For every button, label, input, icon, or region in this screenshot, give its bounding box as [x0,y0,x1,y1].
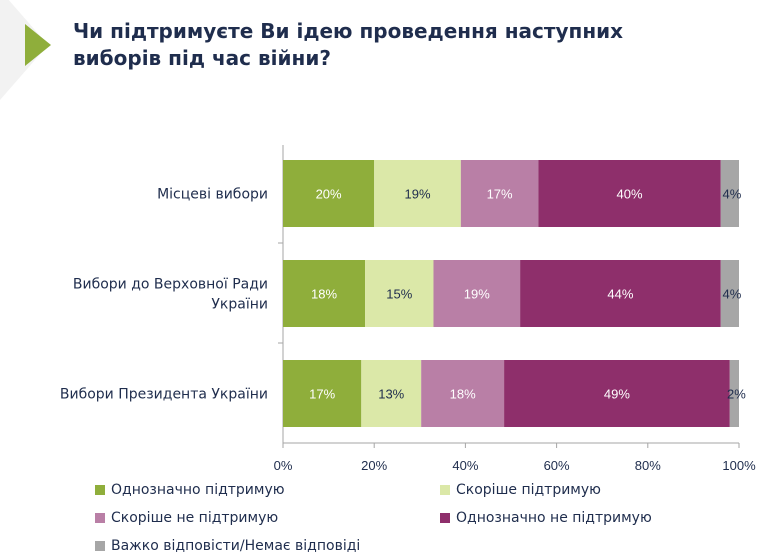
data-label: 2% [727,387,746,402]
legend-item: Однозначно підтримую [95,482,285,498]
bar-segment [283,360,362,427]
x-tick-label: 40% [452,458,478,473]
chart-title: Чи підтримуєте Ви ідею проведення наступ… [73,19,624,70]
legend-label: Однозначно не підтримую [456,510,652,526]
bar-segment [374,160,461,227]
bar-segment [520,260,721,327]
data-label: 49% [604,387,630,402]
data-label: 44% [607,287,633,302]
bar-segment [433,260,521,327]
legend-swatch [95,485,105,495]
bar-segment [504,360,730,427]
legend-label: Скоріше підтримую [456,482,601,498]
x-tick-label: 100% [722,458,756,473]
arrow-icon [25,24,51,66]
data-label: 15% [386,287,412,302]
bar-segment [421,360,505,427]
category-label: Вибори до Верховної Ради України [73,277,268,313]
bar-segment [283,260,366,327]
bar-segment [729,360,739,427]
x-tick-label: 0% [274,458,293,473]
legend-item: Однозначно не підтримую [440,510,652,526]
data-label: 13% [378,387,404,402]
legend-label: Скоріше не підтримую [111,510,279,526]
bar-segment [283,160,375,227]
data-label: 20% [316,187,342,202]
bar-segment [720,160,739,227]
data-label: 40% [617,187,643,202]
data-label: 19% [464,287,490,302]
x-tick-label: 20% [361,458,387,473]
bar-segment [365,260,434,327]
legend-swatch [95,513,105,523]
bar-segment [720,260,739,327]
category-label: Місцеві вибори [157,187,268,203]
legend-item: Скоріше не підтримую [95,510,278,526]
legend-item: Скоріше підтримую [440,482,601,498]
bar-segment [460,160,539,227]
data-label: 17% [487,187,513,202]
legend-swatch [95,541,105,551]
legend-label: Однозначно підтримую [111,482,285,498]
legend-swatch [440,485,450,495]
data-label: 19% [405,187,431,202]
category-label: Вибори Президента України [60,387,268,403]
legend-swatch [440,513,450,523]
bar-segment [361,360,422,427]
x-tick-label: 60% [544,458,570,473]
x-tick-label: 80% [635,458,661,473]
legend-label: Важко відповісти/Немає відповіді [111,538,361,554]
data-label: 18% [311,287,337,302]
data-label: 18% [450,387,476,402]
data-label: 4% [722,187,741,202]
data-label: 17% [309,387,335,402]
legend-item: Важко відповісти/Немає відповіді [95,538,360,554]
bar-segment [538,160,721,227]
data-label: 4% [722,287,741,302]
